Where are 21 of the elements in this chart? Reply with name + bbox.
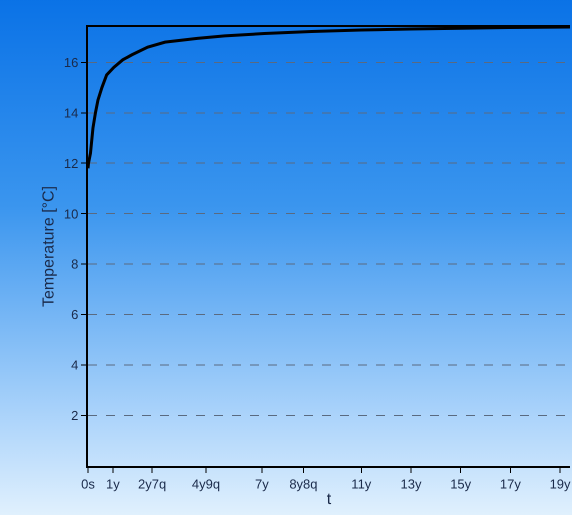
y-tick-label: 16 bbox=[64, 54, 78, 70]
x-tick-label: 1y bbox=[106, 476, 120, 492]
y-axis-title: Temperature [°C] bbox=[40, 186, 58, 308]
x-tick-label: 15y bbox=[450, 476, 472, 492]
y-tick-label: 4 bbox=[71, 358, 78, 373]
y-tick-label: 6 bbox=[71, 307, 78, 322]
x-axis-title: t bbox=[326, 490, 332, 508]
x-tick-label: 17y bbox=[500, 476, 522, 492]
x-tick-label: 0s bbox=[81, 476, 96, 492]
y-tick-label: 12 bbox=[64, 156, 78, 171]
x-tick-label: 7y bbox=[255, 476, 270, 492]
y-tick-label: 2 bbox=[71, 408, 78, 424]
x-tick-label: 4y9q bbox=[192, 476, 220, 492]
x-tick-label: 8y8q bbox=[289, 476, 318, 492]
y-tick-label: 14 bbox=[64, 105, 78, 120]
x-tick-label: 11y bbox=[351, 476, 372, 492]
y-tick-label: 8 bbox=[71, 256, 78, 272]
x-tick-label: 13y bbox=[400, 476, 422, 492]
y-tick-label: 10 bbox=[64, 206, 78, 222]
x-tick-label: 2y7q bbox=[138, 476, 166, 492]
x-tick-label: 19y bbox=[550, 476, 572, 492]
